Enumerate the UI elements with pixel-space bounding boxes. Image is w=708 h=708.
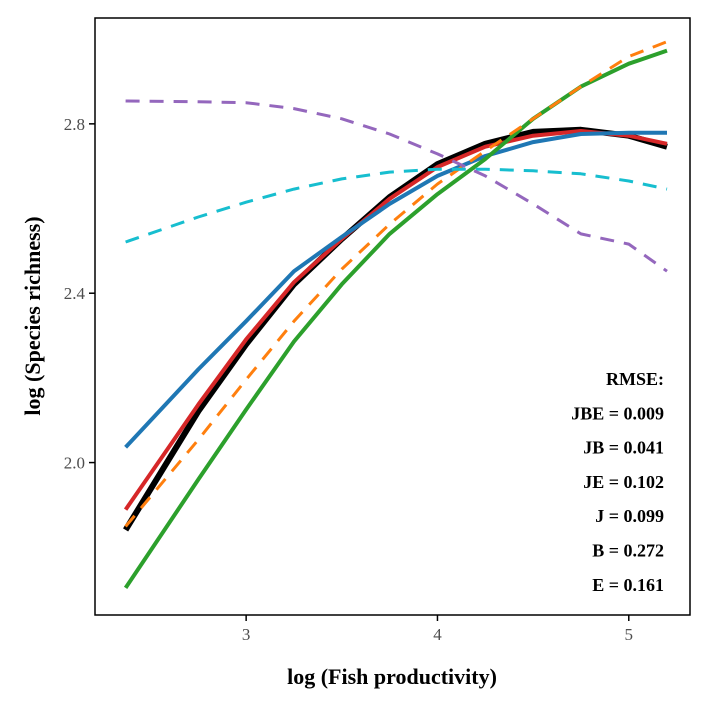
rmse-line: RMSE: xyxy=(606,369,664,389)
series-line-4 xyxy=(124,40,668,528)
rmse-line: JBE = 0.009 xyxy=(571,403,664,423)
x-tick-label: 4 xyxy=(433,625,442,644)
series-line-2 xyxy=(124,130,667,449)
plot-panel xyxy=(94,17,691,616)
y-tick-label: 2.8 xyxy=(64,115,85,134)
ticks-layer: 3 4 5 2.0 2.4 2.8 xyxy=(64,115,633,644)
rmse-line: J = 0.099 xyxy=(595,506,664,526)
series-line-5 xyxy=(125,167,668,244)
x-tick-label: 3 xyxy=(242,625,251,644)
x-axis-label: log (Fish productivity) xyxy=(287,664,497,689)
series-layer xyxy=(123,40,668,590)
rmse-line: E = 0.161 xyxy=(592,575,664,595)
rmse-line: JB = 0.041 xyxy=(583,438,664,458)
series-line-3 xyxy=(123,48,668,590)
rmse-annotation: RMSE: JBE = 0.009 JB = 0.041 JE = 0.102 J = … xyxy=(571,369,664,595)
rmse-line: JE = 0.102 xyxy=(583,472,664,492)
y-tick-label: 2.0 xyxy=(64,454,85,473)
y-tick-label: 2.4 xyxy=(64,284,86,303)
rmse-line: B = 0.272 xyxy=(592,541,664,561)
x-tick-label: 5 xyxy=(625,625,634,644)
y-axis-label: log (Species richness) xyxy=(20,216,45,415)
series-line-6 xyxy=(125,99,668,273)
